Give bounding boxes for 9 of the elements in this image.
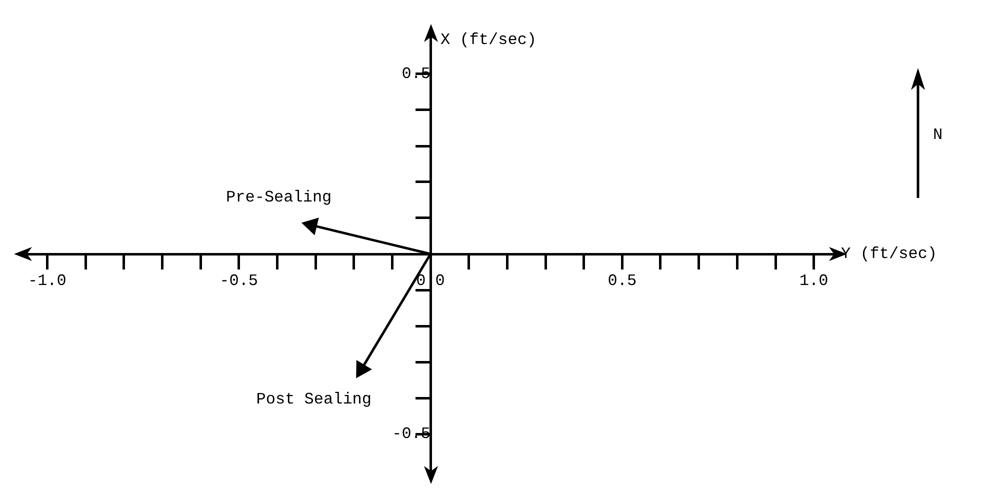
- x-tick-label: 1.0: [799, 272, 828, 290]
- x-tick-label: -1.0: [28, 272, 66, 290]
- x-axis-title: Y (ft/sec): [841, 245, 938, 264]
- x-tick-label: 0.5: [608, 272, 637, 290]
- text: N: [933, 126, 943, 144]
- series-label: Post Sealing: [256, 390, 372, 408]
- x-tick-label: -0.5: [220, 272, 258, 290]
- series-label: Pre-Sealing: [226, 188, 332, 206]
- y-axis-title: X (ft/sec): [440, 31, 537, 50]
